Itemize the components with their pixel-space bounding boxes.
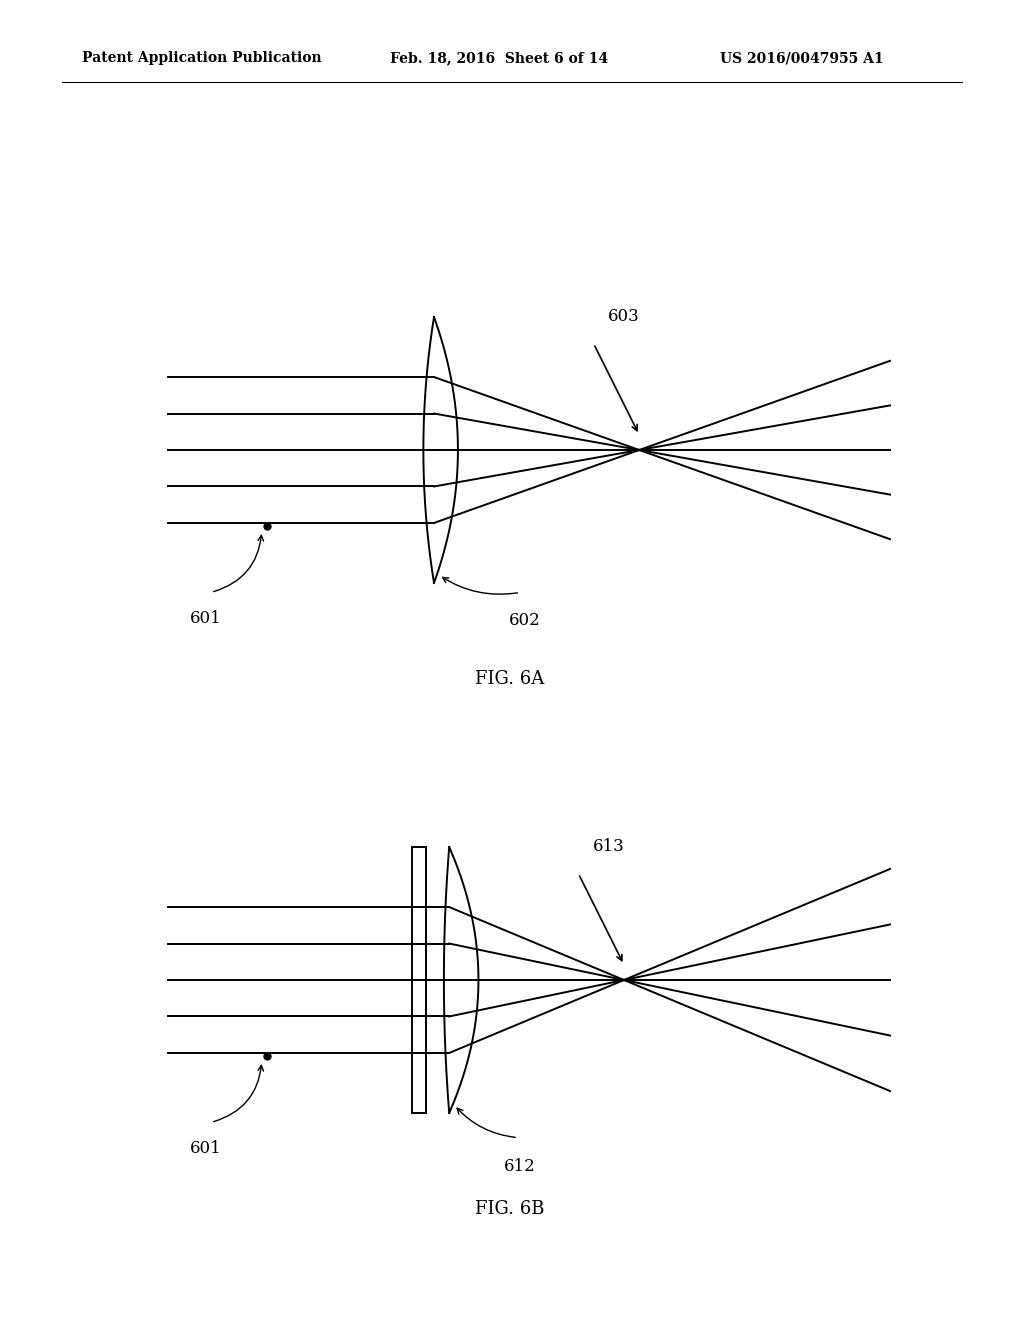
Text: US 2016/0047955 A1: US 2016/0047955 A1 xyxy=(720,51,884,65)
Text: FIG. 6A: FIG. 6A xyxy=(475,671,545,688)
Text: 601: 601 xyxy=(190,1140,222,1158)
Text: Feb. 18, 2016  Sheet 6 of 14: Feb. 18, 2016 Sheet 6 of 14 xyxy=(390,51,608,65)
Text: 603: 603 xyxy=(608,308,640,325)
Text: 613: 613 xyxy=(593,838,625,854)
Text: 601: 601 xyxy=(190,610,222,627)
Text: FIG. 6B: FIG. 6B xyxy=(475,1200,545,1218)
Text: 612: 612 xyxy=(504,1158,536,1175)
Text: 602: 602 xyxy=(509,612,541,630)
Text: Patent Application Publication: Patent Application Publication xyxy=(82,51,322,65)
